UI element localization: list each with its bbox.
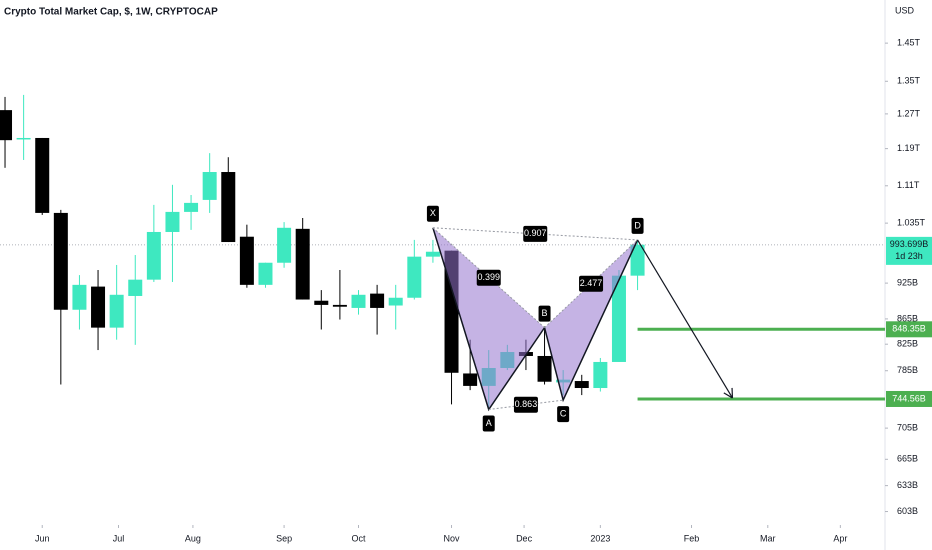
y-tick-label: 865B	[897, 313, 918, 323]
candle-body	[221, 172, 236, 243]
point-box	[482, 415, 495, 432]
ratio-label: 0.907	[524, 228, 547, 238]
x-tick-label: Jul	[113, 533, 125, 543]
candle-body	[407, 256, 422, 298]
candle-body	[146, 231, 161, 280]
x-tick-label: Mar	[760, 533, 776, 543]
candle-body	[0, 110, 13, 141]
y-tick-label: 1.27T	[897, 108, 921, 118]
pattern-area	[544, 239, 638, 401]
candle-body	[388, 297, 403, 306]
point-label: D	[634, 220, 641, 230]
candle-body	[258, 262, 273, 285]
candle-body	[202, 172, 217, 200]
chart-title: Crypto Total Market Cap, $, 1W, CRYPTOCA…	[4, 7, 218, 18]
candle-body	[332, 304, 347, 307]
ratio-line	[432, 227, 545, 329]
point-label: B	[542, 308, 548, 318]
y-tick-label: 1.45T	[897, 38, 921, 48]
candle-body	[184, 202, 199, 212]
level-tag	[886, 390, 932, 407]
y-tick-label: 825B	[897, 339, 918, 349]
point-box	[538, 305, 551, 322]
x-tick-label: Dec	[516, 533, 533, 543]
level-tag-label: 744.56B	[892, 393, 926, 403]
candle-body	[35, 137, 50, 213]
candle-body	[72, 284, 87, 310]
candle-body	[109, 294, 124, 328]
candle-body	[128, 279, 143, 296]
x-tick-label: Apr	[833, 533, 847, 543]
y-tick-label: 1.35T	[897, 76, 921, 86]
y-tick-label: 925B	[897, 277, 918, 287]
level-tag	[886, 321, 932, 338]
candle-body	[630, 244, 645, 276]
currency-label: USD	[895, 5, 915, 15]
candle-body	[165, 211, 180, 232]
y-tick-label: 1.11T	[897, 180, 920, 190]
candle-body	[611, 275, 626, 362]
y-tick-label: 1.19T	[897, 143, 921, 153]
x-tick-label: Feb	[684, 533, 700, 543]
last-price-label: 993.699B	[890, 239, 929, 249]
point-box	[557, 406, 570, 423]
candle-body	[277, 227, 292, 263]
y-tick-label: 1.035T	[897, 218, 926, 228]
candle-body	[53, 212, 68, 310]
x-tick-label: Oct	[351, 533, 366, 543]
y-tick-label: 665B	[897, 454, 918, 464]
candle-body	[314, 300, 329, 305]
candle-body	[425, 251, 440, 257]
candle-body	[239, 236, 254, 285]
candle-body	[593, 361, 608, 389]
candle-body	[16, 137, 31, 140]
pattern-area	[432, 227, 545, 410]
candle-body	[537, 355, 552, 382]
point-label: C	[560, 408, 567, 418]
point-box	[426, 205, 439, 222]
y-tick-label: 633B	[897, 480, 918, 490]
y-tick-label: 603B	[897, 506, 918, 516]
arrow-head	[723, 392, 733, 399]
x-tick-label: Aug	[185, 533, 201, 543]
ratio-label: 0.399	[477, 272, 500, 282]
x-tick-label: Nov	[444, 533, 461, 543]
ratio-box	[476, 269, 501, 286]
x-tick-label: 2023	[590, 533, 610, 543]
ratio-label: 2.477	[580, 278, 603, 288]
candle-body	[370, 293, 385, 308]
projection-arrow	[637, 239, 733, 399]
y-tick-label: 785B	[897, 365, 918, 375]
ratio-line	[544, 239, 638, 328]
last-price-tag	[886, 236, 932, 265]
point-box	[631, 217, 644, 234]
candle-body	[351, 294, 366, 308]
x-tick-label: Jun	[35, 533, 50, 543]
point-label: A	[486, 418, 492, 428]
x-tick-label: Sep	[276, 533, 292, 543]
level-tag-label: 848.35B	[892, 324, 926, 334]
candle-body	[574, 381, 589, 389]
ratio-box	[579, 275, 604, 292]
candle-body	[463, 373, 478, 386]
y-tick-label: 705B	[897, 422, 918, 432]
countdown-label: 1d 23h	[895, 251, 923, 261]
ratio-label: 0.863	[515, 399, 538, 409]
candle-body	[295, 228, 310, 300]
ratio-box	[513, 396, 538, 413]
ratio-box	[523, 225, 548, 242]
candle-body	[91, 286, 106, 328]
point-label: X	[430, 208, 436, 218]
